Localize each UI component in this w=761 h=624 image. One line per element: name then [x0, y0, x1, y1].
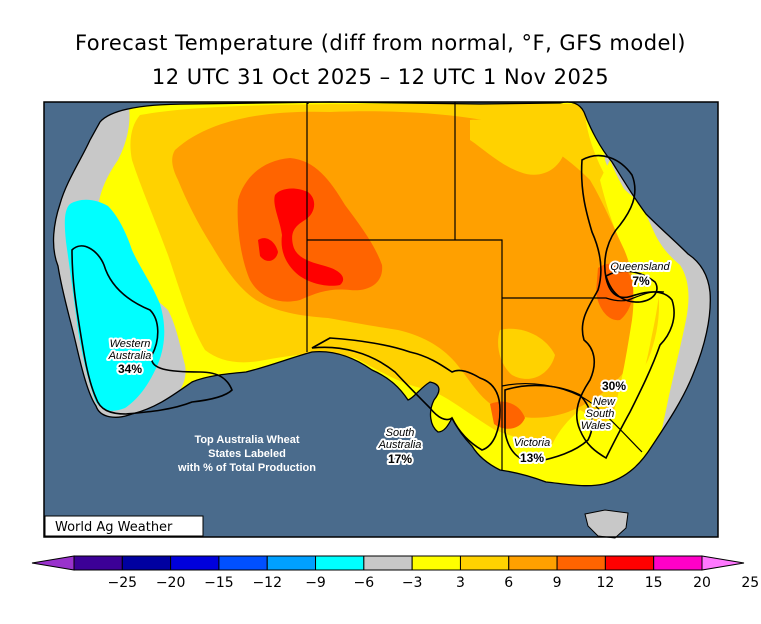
colorbar-swatch [73, 555, 123, 571]
state-share: 30% [602, 379, 626, 393]
colorbar-arrow-low [31, 555, 75, 571]
colorbar-swatch [170, 555, 220, 571]
state-name: South [586, 408, 615, 420]
state-share: 13% [520, 451, 544, 465]
colorbar-tick-label: 25 [741, 575, 759, 591]
label-halo: 17% [388, 452, 412, 466]
label-halo: 30% [602, 379, 626, 393]
label-halo: 7% [632, 274, 650, 288]
label-halo: 13% [520, 451, 544, 465]
state-name: New [593, 396, 616, 408]
label-halo: Western [110, 338, 151, 350]
note-line-1: Top Australia Wheat [194, 434, 299, 446]
colorbar-tick-label: −15 [204, 575, 234, 591]
wheat-region-outlines [71, 154, 675, 463]
colorbar-tick-label: 3 [456, 575, 465, 591]
map-frame [43, 101, 719, 538]
map-title: Forecast Temperature (diff from normal, … [74, 31, 687, 55]
colorbar-swatch [315, 555, 365, 571]
state-name: South [386, 427, 415, 439]
colorbar-swatch [653, 555, 703, 571]
state-name: Queensland [610, 261, 670, 273]
label-halo: Australia [378, 439, 422, 451]
state-name: Wales [581, 420, 612, 432]
credit-label: World Ag Weather [55, 520, 173, 535]
label-halo: New [593, 396, 616, 408]
label-halo: Wales [581, 420, 612, 432]
colorbar-swatch [363, 555, 413, 571]
label-halo: Australia [108, 350, 152, 362]
note-line-2: States Labeled [208, 448, 286, 460]
colorbar-tick-label: 6 [504, 575, 513, 591]
label-halo: Victoria [514, 437, 550, 449]
credit-box [44, 515, 204, 537]
colorbar-swatch [459, 555, 510, 571]
colorbar-arrow-high [701, 555, 745, 571]
colorbar-tick-label: 12 [596, 575, 614, 591]
colorbar-tick-label: −9 [305, 575, 326, 591]
state-share: 34% [118, 362, 142, 376]
state-name: Western [110, 338, 151, 350]
colorbar-tick-label: 9 [553, 575, 562, 591]
colorbar-tick-label: −12 [252, 575, 282, 591]
state-name: Australia [108, 350, 152, 362]
label-halo: South [586, 408, 615, 420]
state-share: 7% [632, 274, 650, 288]
tasmania-outline [584, 509, 629, 539]
colorbar-tick-label: 15 [645, 575, 663, 591]
colorbar-swatch [411, 555, 461, 571]
state-share: 17% [388, 452, 412, 466]
colorbar-swatch [218, 555, 268, 571]
colorbar-swatch [121, 555, 172, 571]
colorbar-swatch [556, 555, 606, 571]
colorbar-swatch [604, 555, 655, 571]
state-name: Victoria [514, 437, 550, 449]
label-halo: Queensland [610, 261, 670, 273]
label-halo: 34% [118, 362, 142, 376]
label-halo: South [386, 427, 415, 439]
colorbar-tick-label: −20 [156, 575, 186, 591]
wheat-note: Top Australia Wheat States Labeled with … [177, 434, 316, 474]
state-name: Australia [378, 439, 422, 451]
colorbar-tick-label: 20 [693, 575, 711, 591]
colorbar-swatch [508, 555, 558, 571]
map-subtitle: 12 UTC 31 Oct 2025 – 12 UTC 1 Nov 2025 [151, 65, 610, 89]
note-line-3: with % of Total Production [177, 462, 316, 474]
colorbar: −25 −20 −15 −12 −9 −6 −3 3 6 9 12 15 20 25 [31, 555, 759, 591]
colorbar-swatch [266, 555, 317, 571]
colorbar-tick-label: −25 [108, 575, 138, 591]
colorbar-tick-label: −6 [354, 575, 375, 591]
colorbar-tick-label: −3 [402, 575, 423, 591]
